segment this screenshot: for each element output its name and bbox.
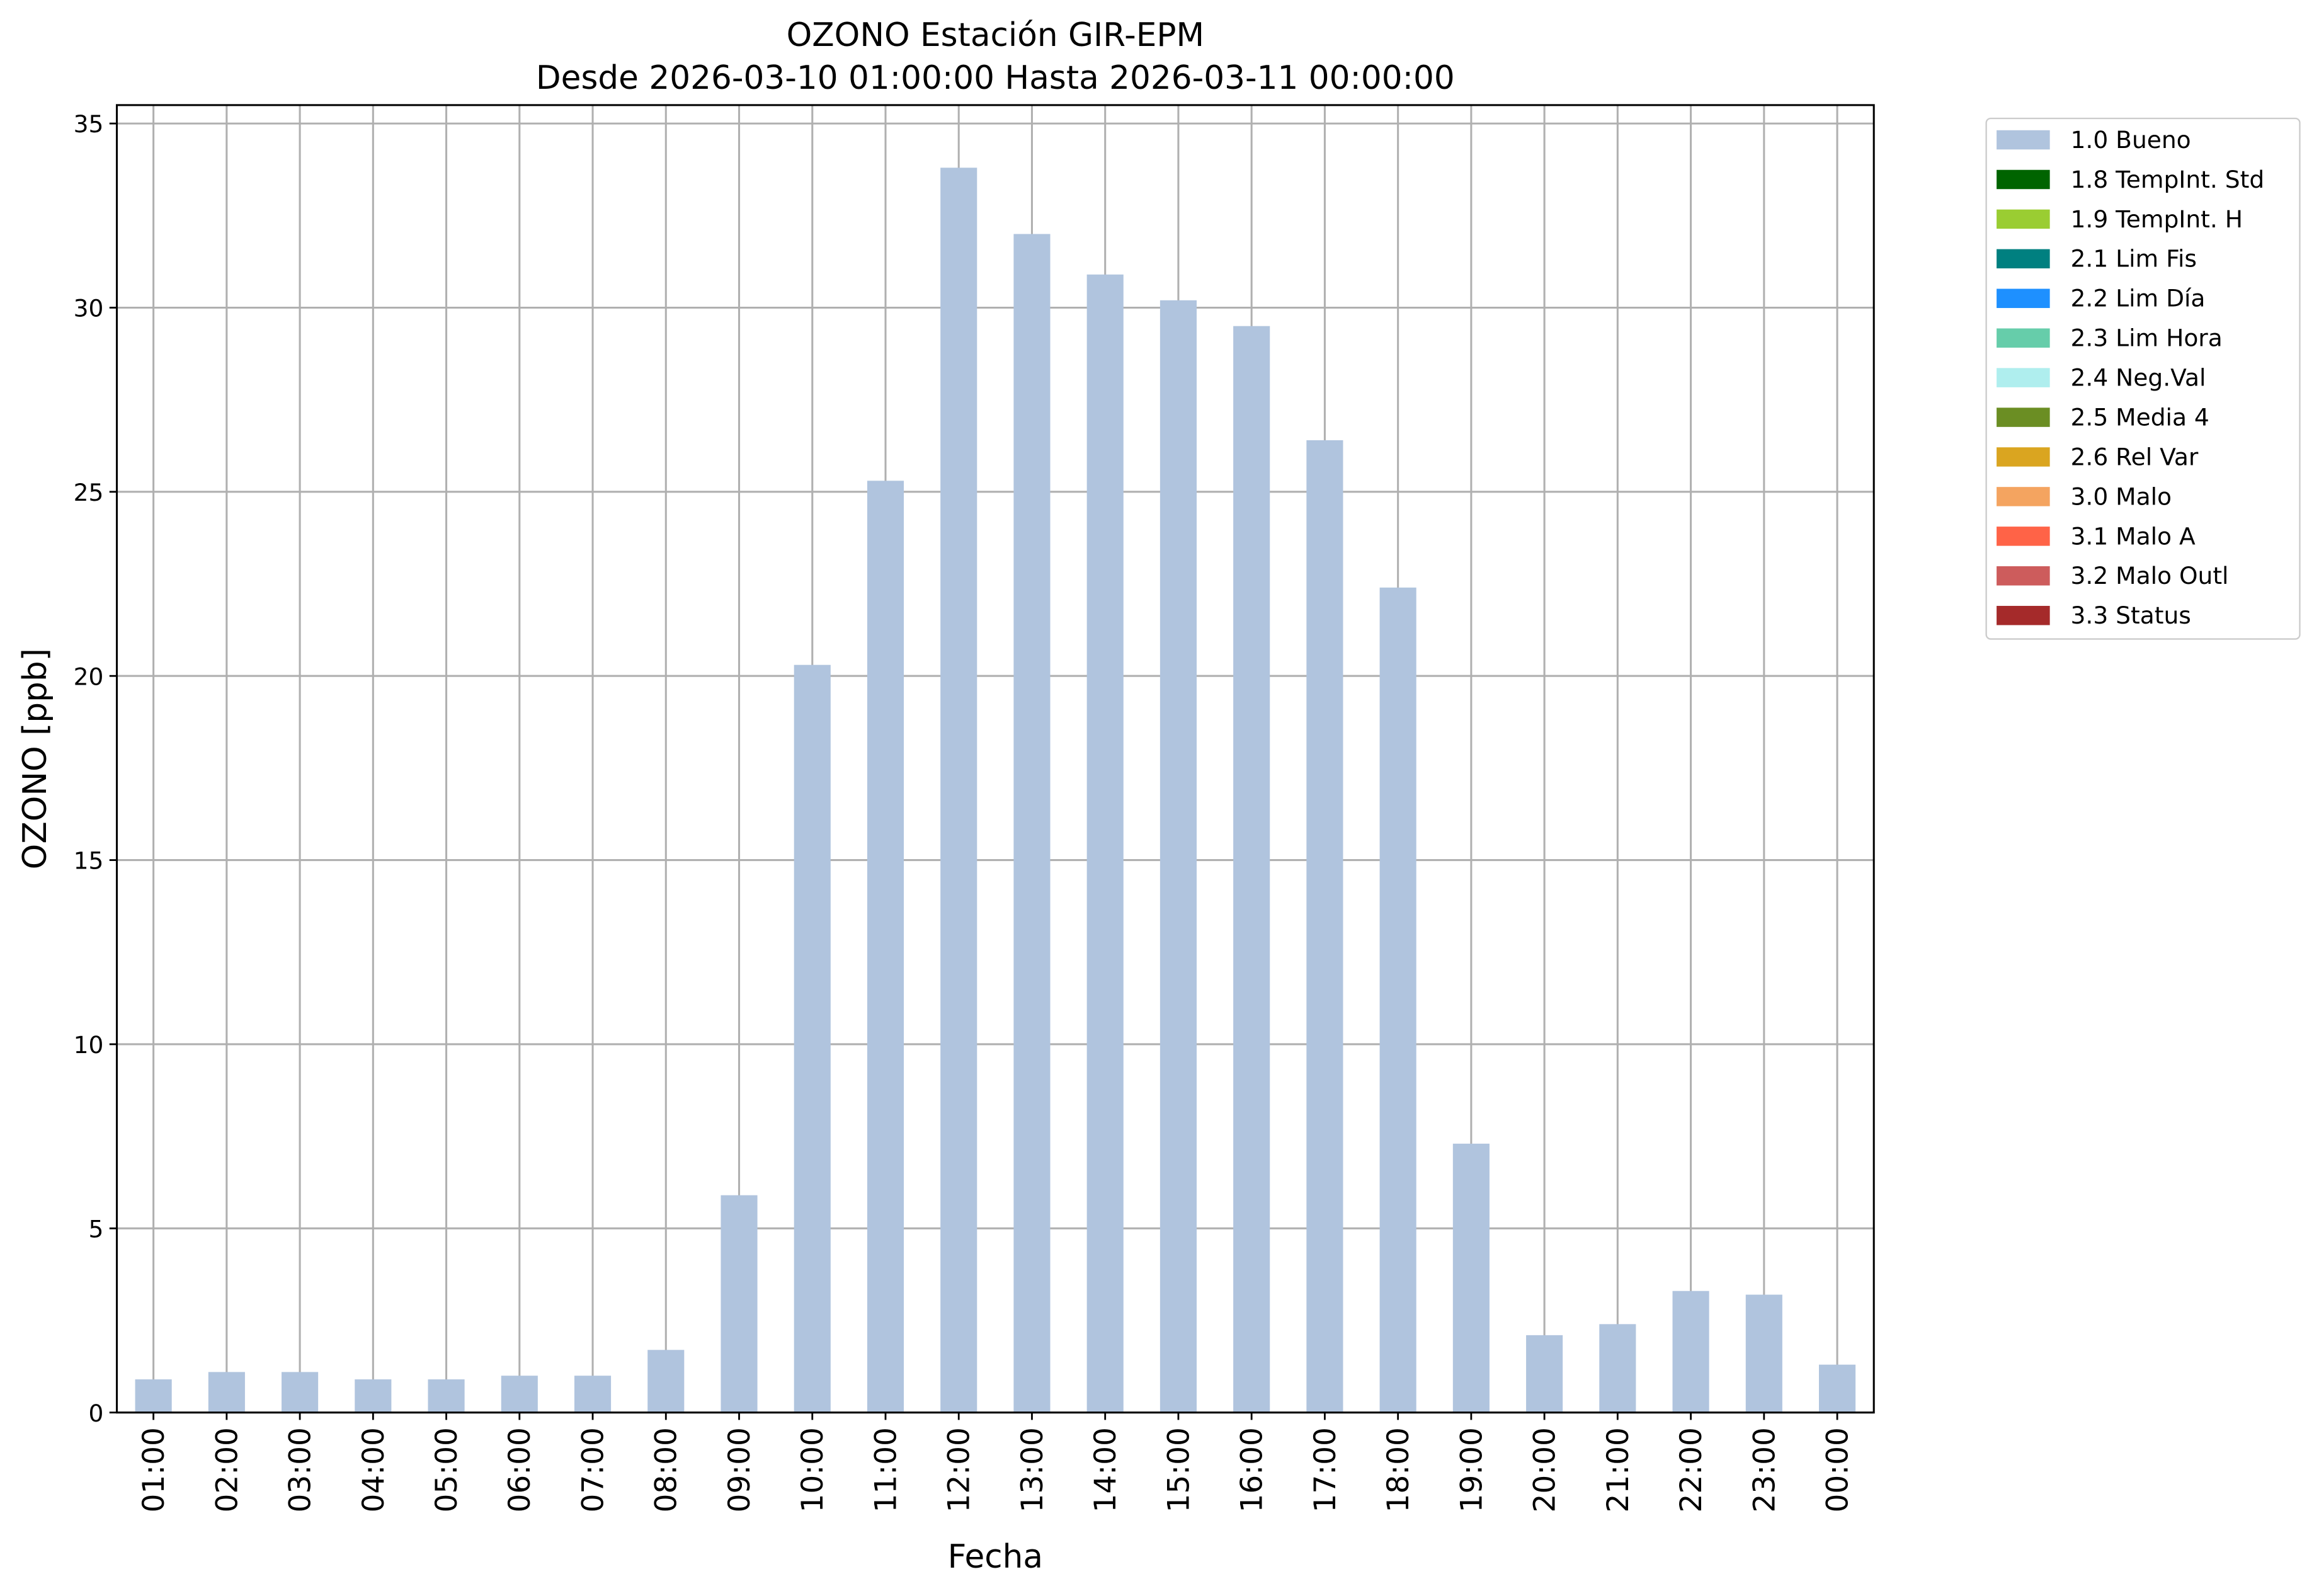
bar (501, 1376, 538, 1413)
legend-label: 1.0 Bueno (2071, 126, 2191, 154)
x-tick-label: 23:00 (1747, 1427, 1782, 1512)
legend-swatch (1997, 487, 2050, 506)
plot-frame (115, 104, 1875, 1414)
bar (1379, 587, 1416, 1413)
bars (135, 168, 1856, 1413)
bar (794, 664, 831, 1413)
x-tick-label: 16:00 (1235, 1427, 1270, 1512)
x-axis-label: Fecha (948, 1538, 1043, 1576)
legend-label: 1.9 TempInt. H (2071, 205, 2243, 233)
chart-subtitle: Desde 2026-03-10 01:00:00 Hasta 2026-03-… (536, 59, 1455, 97)
legend-label: 1.8 TempInt. Std (2071, 166, 2265, 193)
legend-label: 3.1 Malo A (2071, 522, 2196, 550)
bar (355, 1379, 392, 1413)
legend-label: 3.2 Malo Outl (2071, 562, 2229, 590)
bar (1599, 1324, 1636, 1413)
axes: 0 5 10 15 20 25 30 35 01:00 02:00 03:00 04:00 05:00 0… (74, 110, 1855, 1512)
x-tick-label: 22:00 (1674, 1427, 1709, 1512)
legend-label: 2.2 Lim Día (2071, 285, 2206, 312)
legend-swatch (1997, 368, 2050, 387)
bar (1086, 274, 1124, 1413)
legend-frame (1985, 117, 2301, 640)
x-tick-label: 00:00 (1821, 1427, 1855, 1512)
chart-title: OZONO Estación GIR-EPM (787, 16, 1204, 54)
x-tick-label: 04:00 (356, 1427, 391, 1512)
bar (1672, 1291, 1709, 1413)
x-tick-label: 07:00 (576, 1427, 610, 1512)
x-tick-label: 18:00 (1381, 1427, 1416, 1512)
bar (1452, 1143, 1490, 1413)
legend-label: 2.5 Media 4 (2071, 403, 2209, 431)
x-tick-label: 14:00 (1088, 1427, 1123, 1512)
y-tick-label: 25 (74, 479, 104, 506)
bar (647, 1350, 685, 1413)
x-tick-label: 09:00 (722, 1427, 757, 1512)
y-axis-label: OZONO [ppb] (16, 648, 54, 869)
legend-swatch (1997, 447, 2050, 467)
bar (135, 1379, 172, 1413)
legend-swatch (1997, 130, 2050, 150)
bar (940, 168, 977, 1413)
x-tick-label: 12:00 (942, 1427, 977, 1512)
y-tick-label: 35 (74, 110, 104, 138)
y-tick-label: 5 (88, 1215, 103, 1243)
x-tick-label: 05:00 (430, 1427, 464, 1512)
x-tick-label: 19:00 (1454, 1427, 1489, 1512)
bar (574, 1376, 612, 1413)
y-tick-label: 30 (74, 295, 104, 322)
x-tick-label: 20:00 (1528, 1427, 1563, 1512)
y-tick-label: 15 (74, 847, 104, 875)
legend-swatch (1997, 605, 2050, 625)
bar (721, 1195, 758, 1413)
legend-swatch (1997, 328, 2050, 348)
x-tick-label: 03:00 (283, 1427, 318, 1512)
bar (282, 1372, 319, 1413)
bar (1526, 1335, 1563, 1413)
bar (867, 481, 904, 1413)
legend-label: 2.6 Rel Var (2071, 443, 2199, 470)
grid (117, 105, 1874, 1414)
legend-label: 2.4 Neg.Val (2071, 364, 2206, 392)
x-tick-label: 17:00 (1308, 1427, 1343, 1512)
legend-label: 2.3 Lim Hora (2071, 324, 2223, 352)
legend-swatch (1997, 249, 2050, 269)
legend-label: 3.0 Malo (2071, 482, 2172, 510)
x-tick-label: 08:00 (649, 1427, 684, 1512)
bar (1233, 326, 1270, 1413)
legend-swatch (1997, 408, 2050, 427)
bar (428, 1379, 465, 1413)
bar (1013, 234, 1051, 1413)
bar (208, 1372, 245, 1413)
legend: 1.0 Bueno 1.8 TempInt. Std 1.9 TempInt. H 2… (1997, 126, 2264, 629)
x-tick-label: 06:00 (503, 1427, 537, 1512)
y-tick-label: 0 (88, 1399, 103, 1427)
legend-swatch (1997, 527, 2050, 546)
x-tick-label: 13:00 (1015, 1427, 1050, 1512)
x-tick-label: 02:00 (210, 1427, 244, 1512)
legend-swatch (1997, 209, 2050, 229)
x-tick-label: 21:00 (1601, 1427, 1636, 1512)
x-tick-label: 11:00 (869, 1427, 903, 1512)
legend-swatch (1997, 169, 2050, 190)
legend-swatch (1997, 288, 2050, 309)
x-tick-label: 10:00 (795, 1427, 830, 1512)
legend-label: 3.3 Status (2071, 601, 2191, 629)
legend-label: 2.1 Lim Fis (2071, 245, 2197, 273)
x-tick-label: 01:00 (137, 1427, 171, 1512)
legend-swatch (1997, 566, 2050, 586)
bar (1306, 440, 1343, 1413)
bar (1819, 1364, 1856, 1413)
bar (1745, 1294, 1782, 1413)
y-tick-label: 20 (74, 663, 104, 690)
x-tick-label: 15:00 (1161, 1427, 1196, 1512)
y-tick-label: 10 (74, 1031, 104, 1059)
bar (1160, 300, 1197, 1413)
